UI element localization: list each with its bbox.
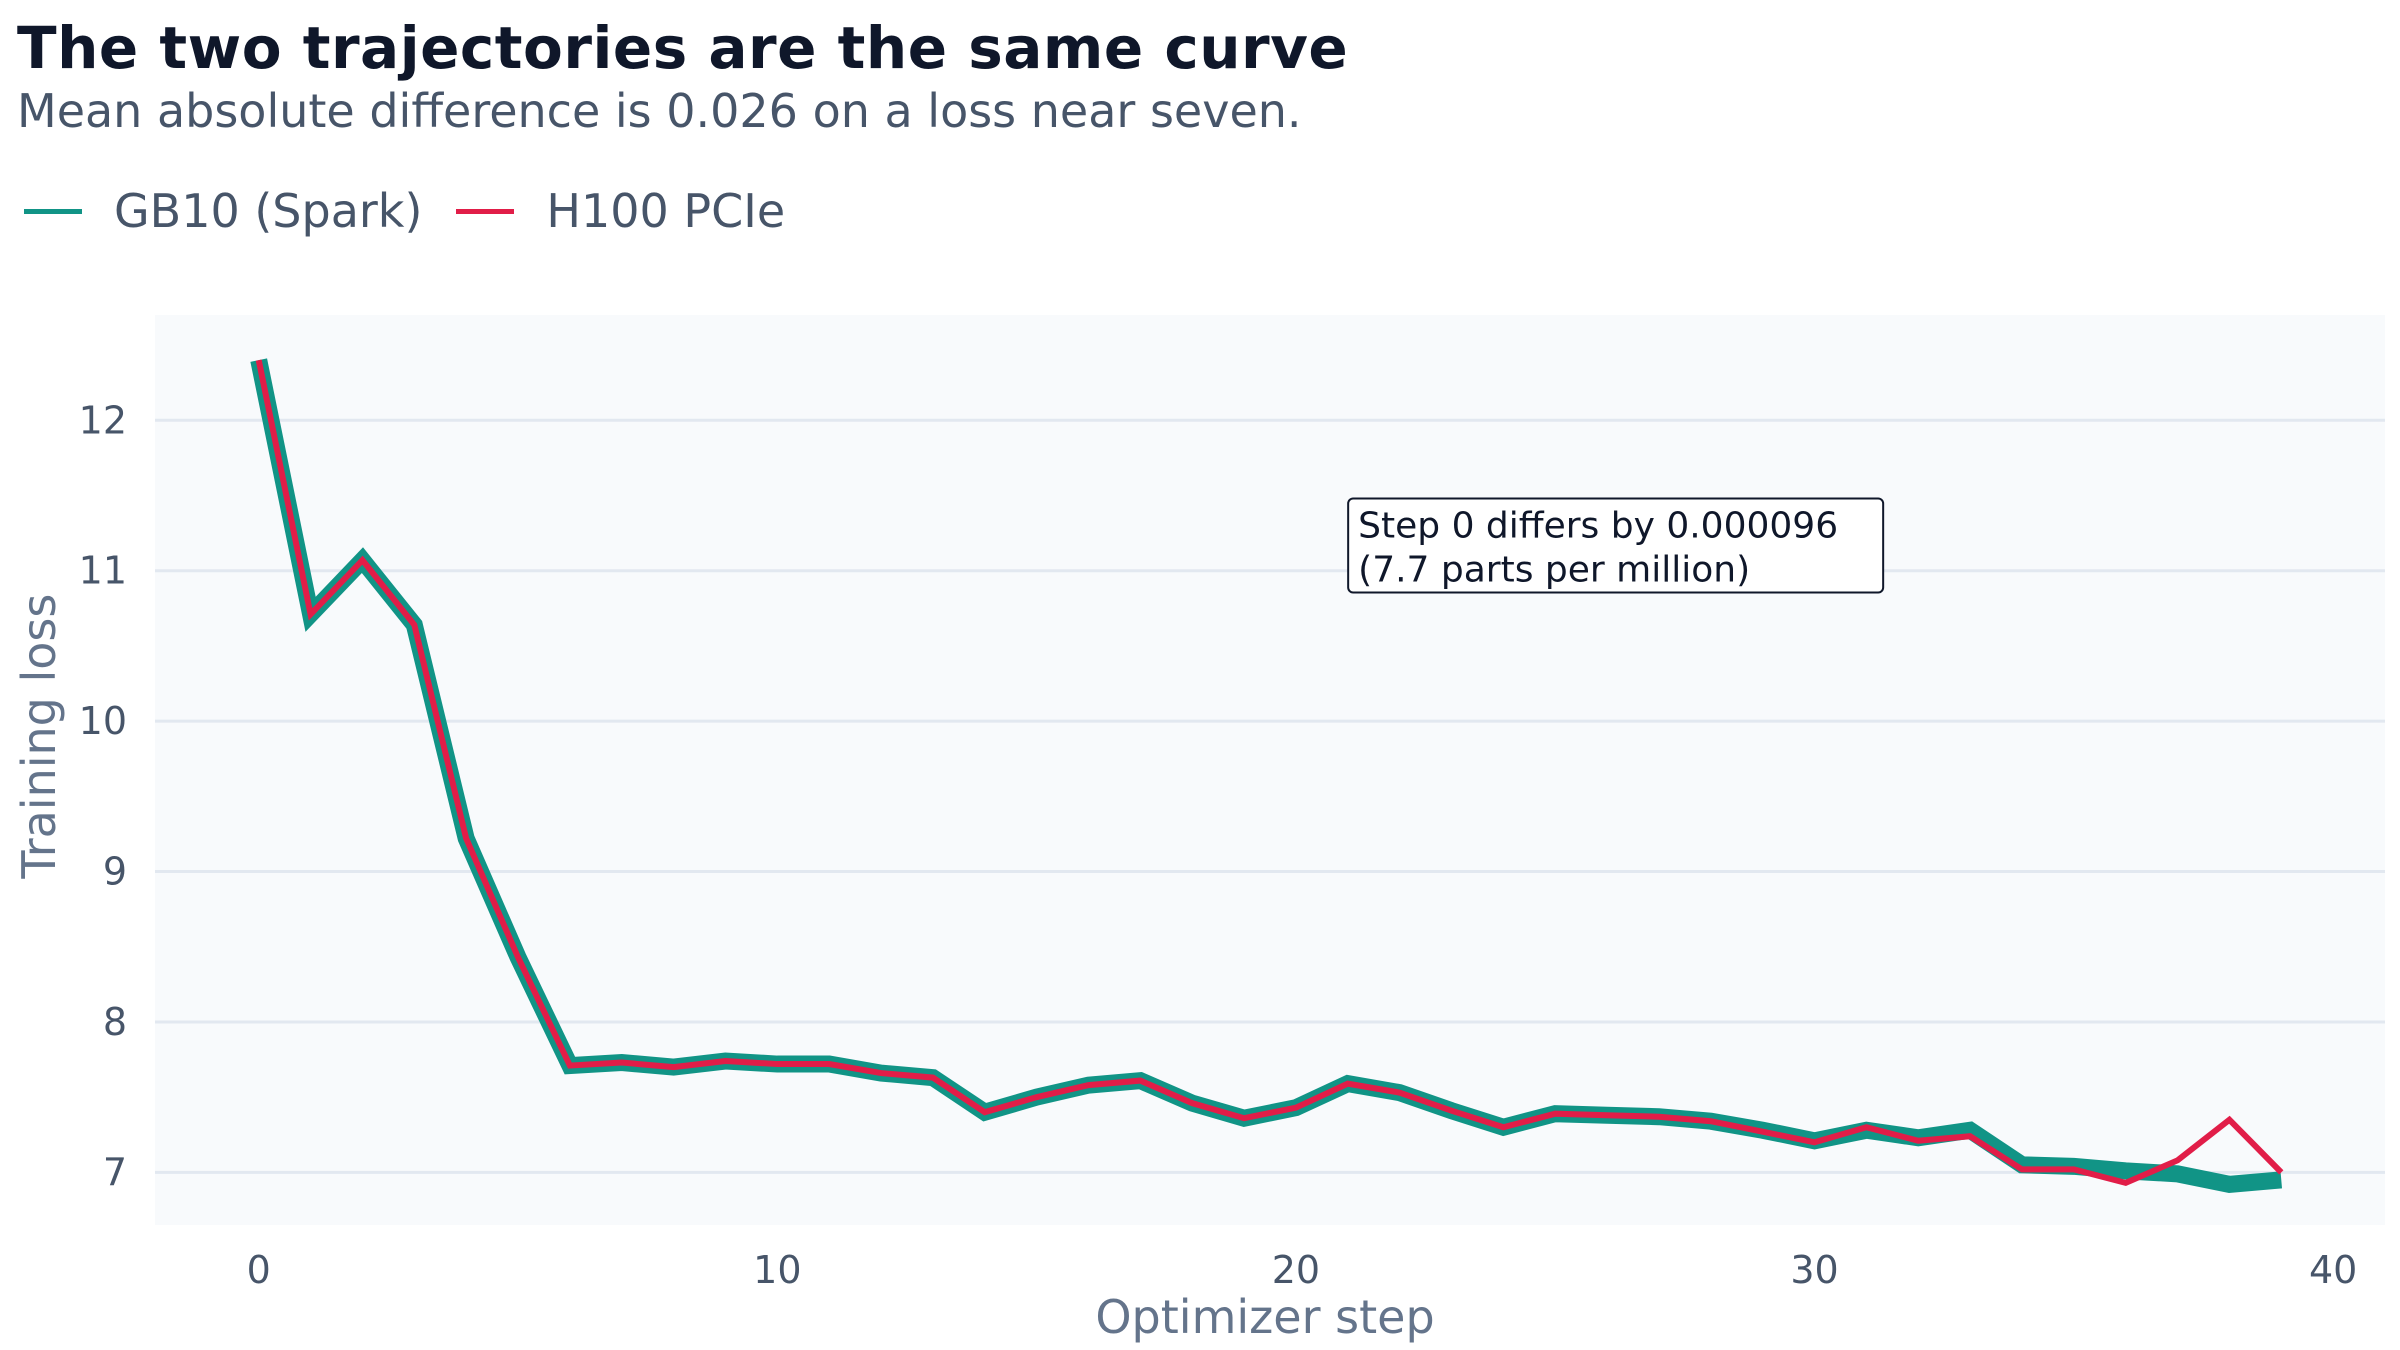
annotation: Step 0 differs by 0.000096 (7.7 parts pe… — [1347, 497, 1885, 594]
tick-labels: 7 8 9 10 11 12 0 10 20 30 40 — [79, 398, 2358, 1292]
annotation-line-1: Step 0 differs by 0.000096 — [1358, 506, 1838, 547]
series-lines — [250, 358, 2284, 1193]
y-tick-label: 11 — [79, 549, 127, 593]
legend-swatch-gb10 — [24, 208, 82, 214]
y-tick-label: 10 — [79, 699, 127, 743]
legend-label-gb10: GB10 (Spark) — [114, 184, 423, 238]
y-tick-label: 12 — [79, 398, 127, 442]
legend: GB10 (Spark) H100 PCIe — [24, 184, 819, 238]
x-tick-label: 30 — [1790, 1248, 1838, 1292]
plot-panel — [155, 315, 2385, 1225]
legend-item-gb10: GB10 (Spark) — [24, 184, 422, 238]
y-tick-label: 8 — [103, 1000, 127, 1044]
y-tick-label: 9 — [103, 850, 127, 894]
x-tick-label: 10 — [753, 1248, 801, 1292]
annotation-line-2: (7.7 parts per million) — [1358, 550, 1750, 591]
y-tick-label: 7 — [103, 1150, 127, 1194]
annotation-box — [1347, 497, 1885, 594]
gridlines — [155, 418, 2385, 1174]
series-line-h100 — [255, 359, 2284, 1187]
legend-label-h100: H100 PCIe — [546, 184, 786, 238]
chart-subtitle: Mean absolute difference is 0.026 on a l… — [17, 84, 1302, 138]
chart-title: The two trajectories are the same curve — [17, 14, 1349, 82]
y-axis-title: Training loss — [12, 594, 66, 880]
legend-item-h100: H100 PCIe — [456, 184, 785, 238]
x-tick-label: 20 — [1272, 1248, 1320, 1292]
x-axis-title: Optimizer step — [1095, 1290, 1434, 1344]
x-tick-label: 0 — [247, 1248, 271, 1292]
x-tick-label: 40 — [2309, 1248, 2357, 1292]
legend-swatch-h100 — [456, 208, 515, 214]
